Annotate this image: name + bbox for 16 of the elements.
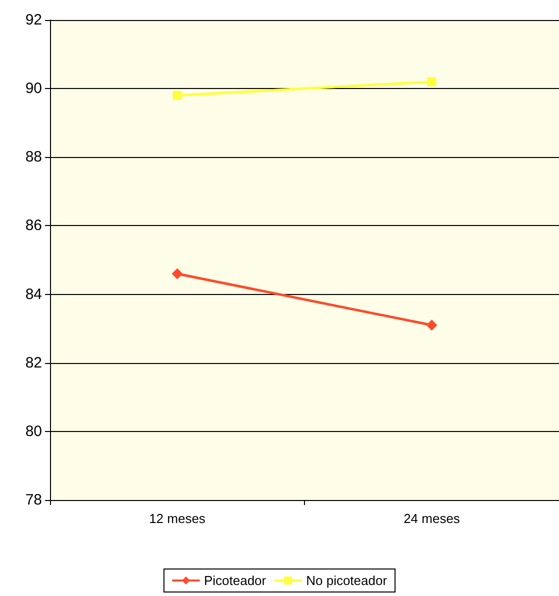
y-tick-label: 84 bbox=[25, 286, 42, 303]
point bbox=[172, 268, 183, 280]
point bbox=[427, 77, 436, 86]
y-tick-label: 78 bbox=[25, 492, 42, 508]
y-tick-label: 80 bbox=[25, 422, 42, 440]
y-tick-label: 82 bbox=[25, 354, 42, 372]
point bbox=[426, 320, 438, 331]
point bbox=[172, 90, 182, 100]
x-tick-label: 12 meses bbox=[149, 511, 206, 526]
y-tick-label: 86 bbox=[25, 217, 42, 234]
y-tick-label: 88 bbox=[25, 148, 42, 166]
y-tick-label: 92 bbox=[25, 12, 42, 28]
legend-label: Picoteador bbox=[204, 573, 267, 588]
legend-label: No picoteador bbox=[306, 573, 388, 588]
x-tick-label: 24 meses bbox=[404, 511, 460, 526]
y-tick-label: 90 bbox=[25, 80, 42, 98]
